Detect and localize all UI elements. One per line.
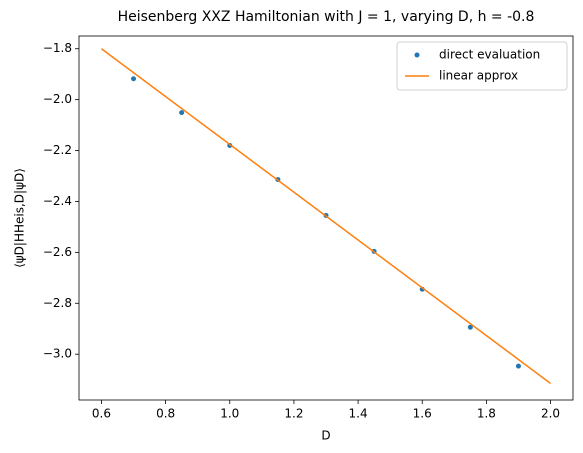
data-point: [467, 324, 473, 330]
data-line: [101, 48, 551, 385]
y-tick-label: −2.2: [43, 143, 72, 157]
x-tick-label: 1.6: [413, 407, 432, 421]
x-tick-label: 1.2: [284, 407, 303, 421]
x-tick-label: 1.8: [477, 407, 496, 421]
data-point: [131, 76, 137, 82]
y-tick-label: −2.4: [43, 194, 72, 208]
y-tick-label: −2.0: [43, 92, 72, 106]
x-tick-label: 2.0: [541, 407, 560, 421]
y-tick-label: −2.8: [43, 296, 72, 310]
x-tick-label: 0.6: [92, 407, 111, 421]
x-tick-label: 1.0: [220, 407, 239, 421]
legend-marker: [414, 52, 420, 58]
y-axis-label: ⟨ψD|HHeis,D|ψD⟩: [13, 168, 27, 268]
legend-label: direct evaluation: [439, 48, 540, 62]
x-tick-label: 1.4: [349, 407, 368, 421]
y-tick-label: −1.8: [43, 41, 72, 55]
y-tick-label: −3.0: [43, 347, 72, 361]
x-tick-label: 0.8: [156, 407, 175, 421]
x-axis-label: D: [321, 429, 330, 443]
chart-title: Heisenberg XXZ Hamiltonian with J = 1, v…: [118, 9, 535, 25]
data-point: [515, 363, 521, 369]
y-tick-label: −2.6: [43, 245, 72, 259]
legend-box: [396, 41, 568, 91]
plot-frame: [78, 35, 574, 401]
data-point: [179, 110, 185, 116]
legend-label: linear approx: [439, 69, 518, 83]
